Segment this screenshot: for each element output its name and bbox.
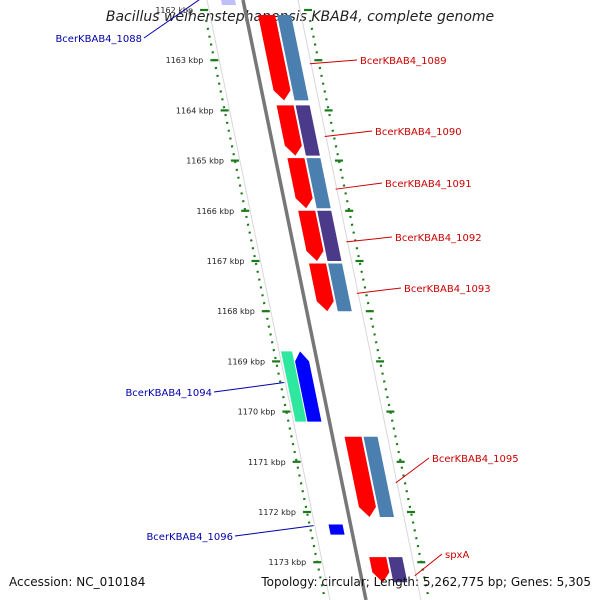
inner-scale-track xyxy=(205,19,327,600)
scale-tick-label: 1170 kbp xyxy=(238,408,276,417)
outer-band-border xyxy=(297,0,422,600)
label-leader xyxy=(395,457,430,484)
gene-label[interactable]: BcerKBAB4_1093 xyxy=(404,284,491,295)
scale-tick-label: 1171 kbp xyxy=(248,458,286,467)
gene-arrow[interactable] xyxy=(287,158,313,209)
gene-label[interactable]: BcerKBAB4_1088 xyxy=(55,34,142,45)
scale-tick-label: 1172 kbp xyxy=(258,508,296,517)
outer-scale-track xyxy=(309,19,431,600)
gene-arrow[interactable] xyxy=(298,210,324,261)
gene-arrow[interactable] xyxy=(295,351,322,422)
gene-label[interactable]: BcerKBAB4_1089 xyxy=(360,56,447,67)
label-leader xyxy=(324,130,373,137)
gene-label[interactable]: BcerKBAB4_1091 xyxy=(385,179,472,190)
cog-bar xyxy=(277,15,309,101)
inner-band-border xyxy=(206,0,331,600)
label-leader xyxy=(213,382,285,393)
label-leader xyxy=(346,236,393,243)
cog-bar xyxy=(388,557,408,583)
scale-tick-label: 1168 kbp xyxy=(217,307,255,316)
label-leader xyxy=(309,59,358,65)
backbone-layer xyxy=(241,0,368,600)
gene-label[interactable]: BcerKBAB4_1090 xyxy=(375,127,462,138)
gene-arrow[interactable] xyxy=(258,15,291,101)
topology-text: Topology: circular; Length: 5,262,775 bp… xyxy=(261,575,591,589)
gene-label[interactable]: BcerKBAB4_1094 xyxy=(125,388,212,399)
scale-tick-label: 1169 kbp xyxy=(227,357,265,366)
label-leader xyxy=(234,525,314,537)
scale-tick-label: 1162 kbp xyxy=(155,6,193,15)
genome-title: Bacillus weihenstephanensis KBAB4, compl… xyxy=(105,9,495,25)
gene-label[interactable]: BcerKBAB4_1096 xyxy=(146,532,233,543)
cog-bar xyxy=(306,158,331,209)
gene-layer xyxy=(218,0,408,583)
label-leader xyxy=(356,287,402,294)
scale-tick-label: 1167 kbp xyxy=(207,257,245,266)
label-leader xyxy=(143,0,200,39)
cog-bar xyxy=(317,210,342,261)
gene-arrow[interactable] xyxy=(328,524,345,535)
scale-tick-label: 1164 kbp xyxy=(176,106,214,115)
tick-layer: 1162 kbp 1163 kbp 1164 kbp 1165 kbp 1166 kbp… xyxy=(155,0,431,600)
cog-bar xyxy=(328,263,352,312)
gene-arrow[interactable] xyxy=(344,436,376,518)
gene-label[interactable]: BcerKBAB4_1095 xyxy=(432,454,519,465)
cog-bar xyxy=(363,436,394,518)
gene-arrow[interactable] xyxy=(276,105,302,156)
label-layer: BcerKBAB4_1088 BcerKBAB4_1089 BcerKBAB4_10… xyxy=(55,0,519,577)
gene-arrow[interactable] xyxy=(218,0,237,5)
gene-label[interactable]: BcerKBAB4_1092 xyxy=(395,233,482,244)
scale-tick-label: 1166 kbp xyxy=(197,207,235,216)
label-leader xyxy=(335,182,383,190)
gene-label[interactable]: spxA xyxy=(445,550,469,561)
scale-tick-label: 1163 kbp xyxy=(166,56,204,65)
gene-arrow[interactable] xyxy=(309,263,334,312)
accession-text: Accession: NC_010184 xyxy=(9,575,146,589)
label-leader xyxy=(414,553,443,577)
gene-arrow[interactable] xyxy=(369,557,390,583)
cog-bar xyxy=(295,105,320,156)
scale-tick-label: 1173 kbp xyxy=(269,558,307,567)
genome-backbone xyxy=(241,0,368,600)
cog-bar xyxy=(281,351,307,422)
scale-tick-label: 1165 kbp xyxy=(186,157,224,166)
